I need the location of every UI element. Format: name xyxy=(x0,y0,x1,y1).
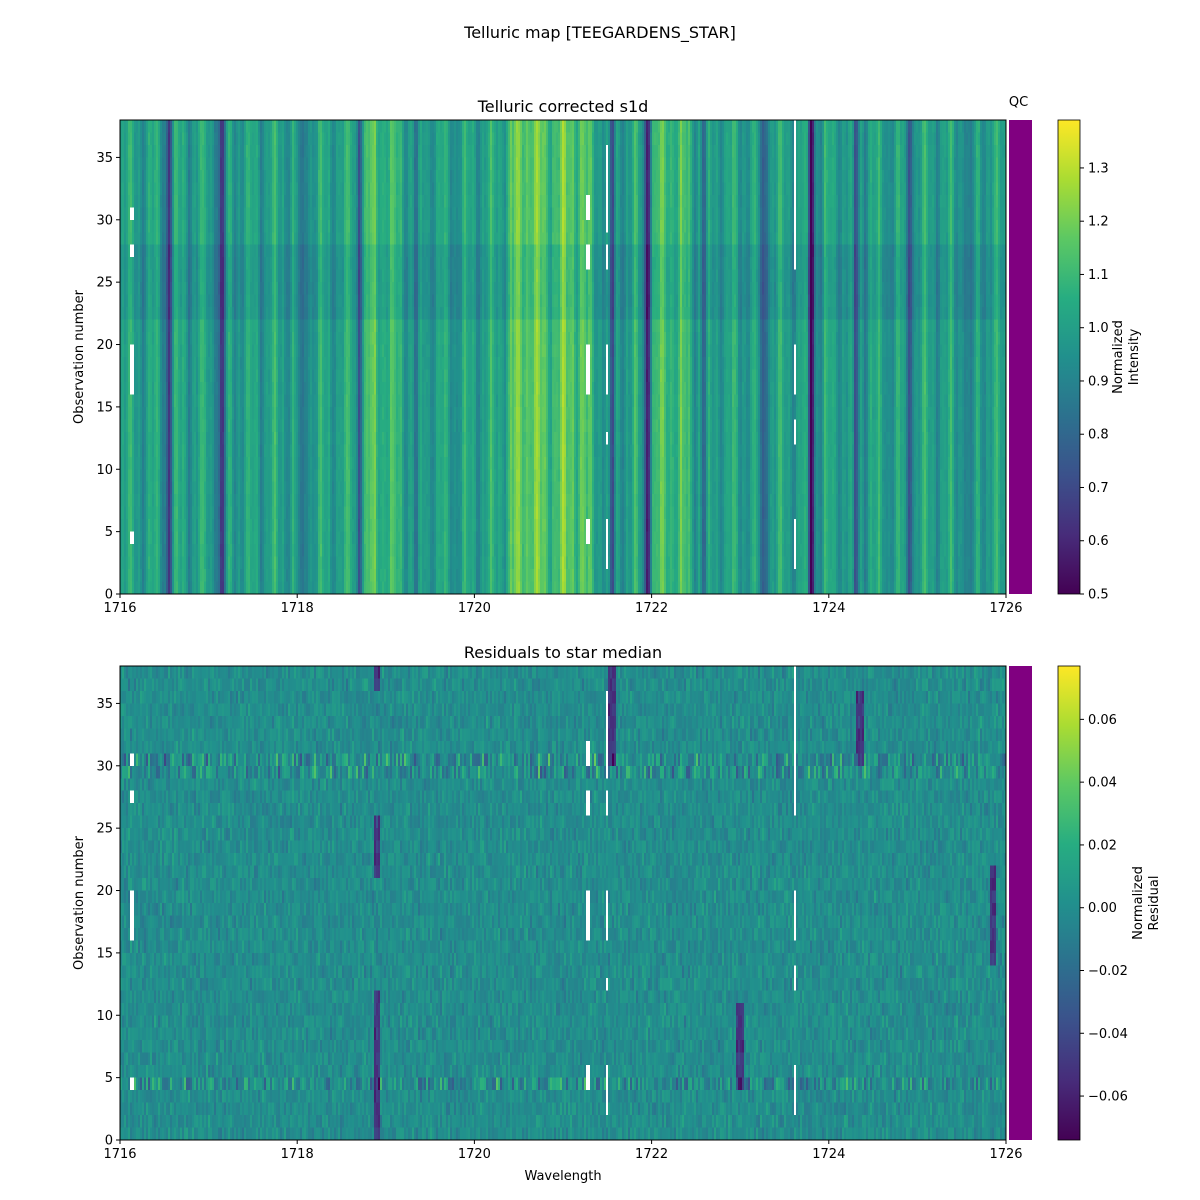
colorbar-tick-label: 0.7 xyxy=(1088,481,1109,496)
colorbar-tick-label: 0.5 xyxy=(1088,588,1109,603)
colorbar-tick-label: 1.1 xyxy=(1088,268,1109,283)
y-tick-label: 5 xyxy=(105,525,113,540)
colorbar-tick-label: 1.0 xyxy=(1088,321,1109,336)
colorbar-tick-label: 1.2 xyxy=(1088,215,1109,230)
panel-title: Telluric corrected s1d xyxy=(477,97,649,116)
panel-title: Residuals to star median xyxy=(464,643,662,662)
colorbar-tick-label: −0.04 xyxy=(1088,1027,1128,1042)
x-tick-label: 1718 xyxy=(281,601,314,616)
x-tick-label: 1724 xyxy=(812,1147,845,1162)
colorbar-tick-label: −0.06 xyxy=(1088,1090,1128,1105)
colorbar-tick-label: 0.06 xyxy=(1088,713,1117,728)
figure-suptitle: Telluric map [TEEGARDENS_STAR] xyxy=(463,23,736,43)
x-axis-label: Wavelength xyxy=(524,1169,601,1184)
y-tick-label: 35 xyxy=(96,697,113,712)
y-tick-label: 30 xyxy=(96,213,113,228)
y-tick-label: 25 xyxy=(96,822,113,837)
y-tick-label: 10 xyxy=(96,1009,113,1024)
y-tick-label: 15 xyxy=(96,946,113,961)
colorbar-tick-label: 0.00 xyxy=(1088,901,1117,916)
colorbar-label-line: Residual xyxy=(1147,876,1162,931)
y-tick-label: 35 xyxy=(96,151,113,166)
y-tick-label: 10 xyxy=(96,463,113,478)
x-tick-label: 1718 xyxy=(281,1147,314,1162)
axes-frame xyxy=(119,665,1007,1141)
colorbar-tick-label: 0.04 xyxy=(1088,776,1117,791)
colorbar-tick-label: 0.9 xyxy=(1088,374,1109,389)
panel-residuals: Residuals to star median 1716 1718 1720 1722… xyxy=(72,643,1162,1184)
axes-frame xyxy=(119,119,1007,595)
y-tick-label: 20 xyxy=(96,884,113,899)
y-axis-label: Observation number xyxy=(72,289,87,424)
heatmap-image xyxy=(120,666,1006,1140)
y-tick-label: 25 xyxy=(96,276,113,291)
colorbar-tick-label: 0.8 xyxy=(1088,428,1109,443)
y-axis-label: Observation number xyxy=(72,835,87,970)
colorbar-tick-label: 0.6 xyxy=(1088,534,1109,549)
x-tick-label: 1722 xyxy=(635,601,668,616)
qc-label: QC xyxy=(1009,95,1028,110)
y-tick-label: 30 xyxy=(96,759,113,774)
y-tick-label: 0 xyxy=(105,588,113,603)
panel-telluric-corrected: Telluric corrected s1d 1716 1718 1720 1722 17… xyxy=(72,95,1142,616)
x-tick-label: 1726 xyxy=(989,1147,1022,1162)
y-tick-label: 20 xyxy=(96,338,113,353)
x-tick-label: 1716 xyxy=(103,1147,136,1162)
colorbar-label: NormalizedIntensity xyxy=(1111,320,1142,394)
x-tick-label: 1726 xyxy=(989,601,1022,616)
colorbar xyxy=(1057,119,1081,595)
colorbar-label-line: Normalized xyxy=(1131,866,1146,940)
colorbar-tick-label: 1.3 xyxy=(1088,161,1109,176)
x-tick-label: 1716 xyxy=(103,601,136,616)
x-tick-label: 1722 xyxy=(635,1147,668,1162)
y-tick-label: 15 xyxy=(96,400,113,415)
colorbar-label-line: Intensity xyxy=(1127,328,1142,385)
x-tick-label: 1724 xyxy=(812,601,845,616)
colorbar-label-line: Normalized xyxy=(1111,320,1126,394)
qc-status-bar xyxy=(1009,666,1032,1140)
x-tick-label: 1720 xyxy=(458,1147,491,1162)
colorbar-tick-label: 0.02 xyxy=(1088,838,1117,853)
colorbar-label: NormalizedResidual xyxy=(1131,866,1162,940)
qc-status-bar xyxy=(1009,120,1032,594)
y-tick-label: 5 xyxy=(105,1071,113,1086)
x-tick-label: 1720 xyxy=(458,601,491,616)
colorbar-tick-label: −0.02 xyxy=(1088,964,1128,979)
heatmap-image xyxy=(120,120,1006,594)
colorbar xyxy=(1057,665,1081,1141)
y-tick-label: 0 xyxy=(105,1134,113,1149)
